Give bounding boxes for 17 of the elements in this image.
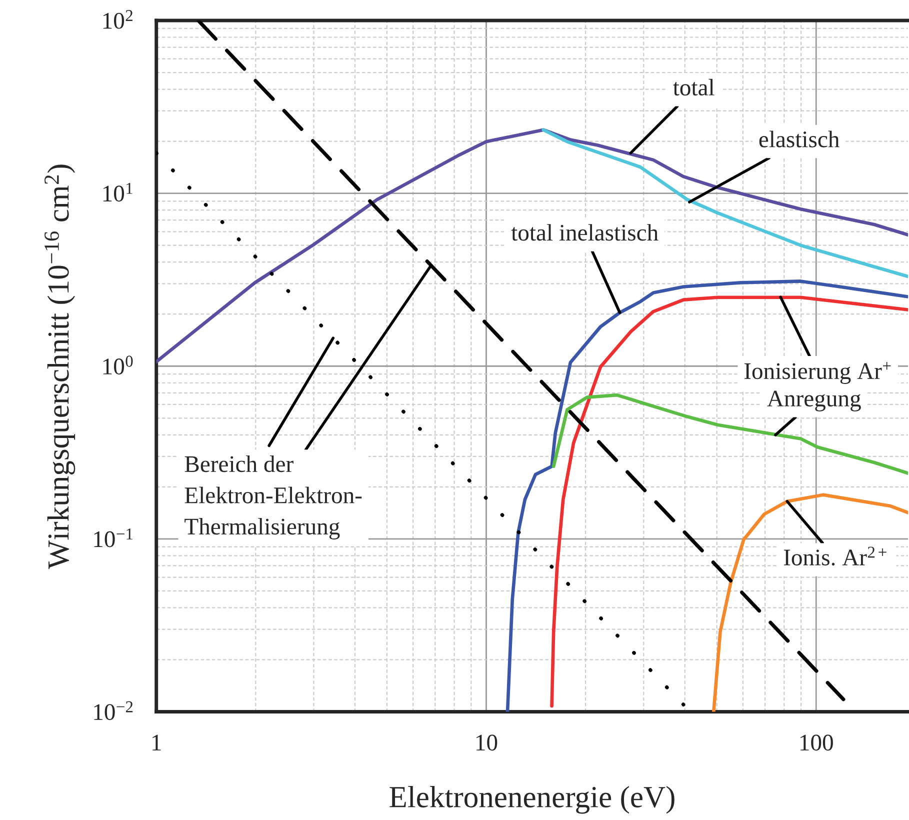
annotation: total inelastisch xyxy=(511,224,658,241)
y-axis-title: Wirkungsquerschnitt (10$^{−16}$ cm$^{2}$) xyxy=(44,164,76,570)
x-axis-title: Elektronenenergie (eV) xyxy=(390,786,674,814)
annotation: elastisch xyxy=(759,130,840,148)
annotation: Ionisierung Ar$^{+}$ xyxy=(744,362,891,384)
y-tick-label: 10$^{−2}$ xyxy=(94,701,133,720)
y-tick-label: 10$^{0}$ xyxy=(103,356,133,374)
x-tick-label: 100 xyxy=(800,734,833,751)
annotation: Bereich der Elektron-Elektron- Thermalisierung xyxy=(184,455,362,540)
y-tick-label: 10$^{1}$ xyxy=(103,182,132,202)
annotation: total xyxy=(673,78,714,96)
x-tick-label: 10 xyxy=(476,734,498,751)
x-tick-label: 1 xyxy=(152,734,161,750)
annotation: Ionis. Ar$^{2+}$ xyxy=(784,546,886,566)
y-tick-label: 10$^{−1}$ xyxy=(94,528,132,548)
annotation: Anregung xyxy=(767,390,861,412)
y-tick-label: 10$^{2}$ xyxy=(103,10,132,29)
